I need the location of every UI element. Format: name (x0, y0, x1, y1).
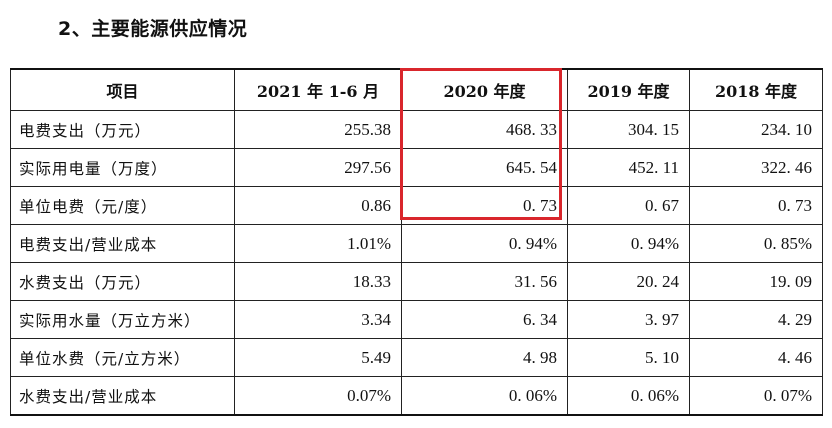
header-item: 项目 (10, 68, 235, 111)
row-label: 单位水费（元/立方米） (10, 338, 235, 377)
cell-2020: 645. 54 (401, 148, 568, 187)
row-label: 实际用水量（万立方米） (10, 300, 235, 339)
cell-2020: 0. 73 (401, 186, 568, 225)
cell-2019: 3. 97 (567, 300, 690, 339)
cell-2021h1: 255.38 (234, 110, 402, 149)
row-label: 水费支出（万元） (10, 262, 235, 301)
cell-2019: 0. 67 (567, 186, 690, 225)
cell-2019: 452. 11 (567, 148, 690, 187)
row-label: 单位电费（元/度） (10, 186, 235, 225)
cell-2020: 31. 56 (401, 262, 568, 301)
cell-2018: 0. 07% (689, 376, 823, 416)
table-row: 单位电费（元/度） 0.86 0. 73 0. 67 0. 73 (10, 186, 823, 225)
table-row: 实际用水量（万立方米） 3.34 6. 34 3. 97 4. 29 (10, 300, 823, 339)
cell-2020: 468. 33 (401, 110, 568, 149)
cell-2018: 19. 09 (689, 262, 823, 301)
cell-2019: 304. 15 (567, 110, 690, 149)
table-row: 水费支出/营业成本 0.07% 0. 06% 0. 06% 0. 07% (10, 376, 823, 416)
cell-2020: 6. 34 (401, 300, 568, 339)
row-label: 实际用电量（万度） (10, 148, 235, 187)
cell-2020: 0. 06% (401, 376, 568, 416)
cell-2018: 0. 73 (689, 186, 823, 225)
cell-2021h1: 5.49 (234, 338, 402, 377)
cell-2018: 234. 10 (689, 110, 823, 149)
row-label: 电费支出（万元） (10, 110, 235, 149)
cell-2018: 4. 29 (689, 300, 823, 339)
cell-2021h1: 297.56 (234, 148, 402, 187)
cell-2018: 322. 46 (689, 148, 823, 187)
header-2018: 2018 年度 (689, 68, 823, 111)
table-row: 实际用电量（万度） 297.56 645. 54 452. 11 322. 46 (10, 148, 823, 187)
section-title: 2、主要能源供应情况 (58, 18, 248, 40)
cell-2021h1: 0.86 (234, 186, 402, 225)
cell-2019: 20. 24 (567, 262, 690, 301)
cell-2020: 0. 94% (401, 224, 568, 263)
header-2019: 2019 年度 (567, 68, 690, 111)
table-row: 水费支出（万元） 18.33 31. 56 20. 24 19. 09 (10, 262, 823, 301)
table-row: 电费支出/营业成本 1.01% 0. 94% 0. 94% 0. 85% (10, 224, 823, 263)
cell-2018: 4. 46 (689, 338, 823, 377)
cell-2021h1: 3.34 (234, 300, 402, 339)
cell-2021h1: 18.33 (234, 262, 402, 301)
energy-supply-table: 项目 2021 年 1-6 月 2020 年度 2019 年度 2018 年度 … (10, 68, 823, 416)
table-row: 单位水费（元/立方米） 5.49 4. 98 5. 10 4. 46 (10, 338, 823, 377)
cell-2021h1: 1.01% (234, 224, 402, 263)
row-label: 水费支出/营业成本 (10, 376, 235, 416)
table-row: 电费支出（万元） 255.38 468. 33 304. 15 234. 10 (10, 110, 823, 149)
cell-2020: 4. 98 (401, 338, 568, 377)
row-label: 电费支出/营业成本 (10, 224, 235, 263)
cell-2019: 0. 06% (567, 376, 690, 416)
cell-2019: 5. 10 (567, 338, 690, 377)
header-2021h1: 2021 年 1-6 月 (234, 68, 402, 111)
cell-2018: 0. 85% (689, 224, 823, 263)
table-header-row: 项目 2021 年 1-6 月 2020 年度 2019 年度 2018 年度 (10, 68, 823, 111)
cell-2019: 0. 94% (567, 224, 690, 263)
cell-2021h1: 0.07% (234, 376, 402, 416)
header-2020: 2020 年度 (401, 68, 568, 111)
